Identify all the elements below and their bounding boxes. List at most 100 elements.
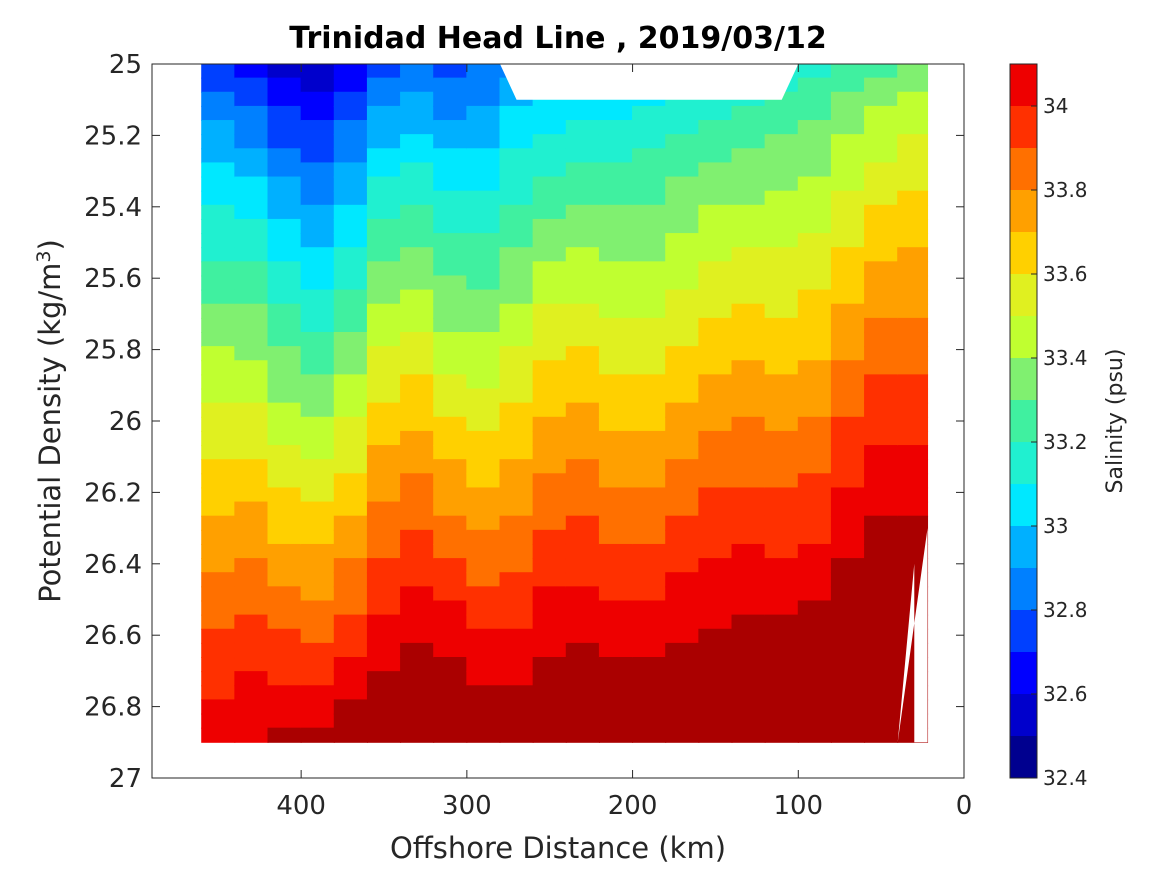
contour-cell <box>598 289 634 305</box>
contour-cell <box>267 572 302 588</box>
contour-cell <box>201 303 236 319</box>
contour-cell <box>333 685 368 701</box>
contour-cell <box>830 543 866 560</box>
contour-cell <box>300 91 335 107</box>
contour-cell <box>532 289 567 305</box>
contour-cell <box>731 671 766 687</box>
contour-cell <box>499 275 534 291</box>
contour-cell <box>764 374 799 390</box>
contour-cell <box>433 105 468 122</box>
contour-cell <box>764 727 799 743</box>
contour-cell <box>234 360 269 376</box>
contour-cell <box>764 657 799 673</box>
colorbar-ticks: 32.4 32.6 32.8 33 33.2 33.4 33.6 33.8 34 <box>1031 94 1088 790</box>
contour-cell <box>797 233 832 249</box>
contour-cell <box>234 275 269 291</box>
contour-cell <box>565 190 600 206</box>
contour-cell <box>333 473 368 489</box>
contour-cell <box>300 586 335 602</box>
contour-cell <box>764 430 799 447</box>
contour-cell <box>864 543 899 560</box>
contour-cell <box>632 402 667 418</box>
contour-cell <box>433 162 468 178</box>
contour-cell <box>532 529 567 545</box>
contour-cell <box>366 190 402 206</box>
contour-cell <box>864 120 899 136</box>
contour-cell <box>201 64 236 79</box>
contour-cell <box>433 416 468 432</box>
contour-cell <box>565 275 600 291</box>
contour-cell <box>499 727 534 743</box>
contour-cell <box>864 289 899 305</box>
contour-cell <box>598 459 634 475</box>
contour-cell <box>698 558 733 574</box>
contour-cell <box>731 642 766 659</box>
contour-cell <box>300 713 335 729</box>
contour-cell <box>698 628 733 644</box>
contour-cell <box>267 374 302 390</box>
contour-cell <box>499 162 534 178</box>
contour-cell <box>400 445 435 461</box>
contour-cell <box>201 430 236 447</box>
contour-cell <box>466 91 501 107</box>
contour-cell <box>400 275 435 291</box>
contour-cell <box>797 515 832 531</box>
contour-cell <box>665 275 700 291</box>
contour-cell <box>201 558 236 574</box>
contour-cell <box>632 374 667 390</box>
contour-cell <box>400 105 435 122</box>
contour-cell <box>466 331 501 348</box>
contour-cell <box>433 529 468 545</box>
contour-cell <box>400 515 435 531</box>
contour-cell <box>598 218 634 235</box>
contour-cell <box>632 218 667 235</box>
contour-cell <box>466 459 501 475</box>
contour-cell <box>366 275 402 291</box>
contour-cell <box>665 529 700 545</box>
contour-cell <box>532 360 567 376</box>
contour-cell <box>499 289 534 305</box>
contour-cell <box>466 699 501 715</box>
contour-cell <box>830 289 866 305</box>
contour-cell <box>532 727 567 743</box>
colorbar-swatch <box>1010 190 1037 232</box>
contour-cell <box>532 628 567 644</box>
colorbar-swatch <box>1010 568 1037 610</box>
contour-cell <box>234 64 269 79</box>
contour-cell <box>698 360 733 376</box>
contour-cell <box>300 120 335 136</box>
contour-cell <box>864 572 899 588</box>
contour-cell <box>698 204 733 220</box>
contour-cell <box>731 190 766 206</box>
contour-cell <box>400 360 435 376</box>
contour-cell <box>632 445 667 461</box>
contour-cell <box>764 713 799 729</box>
colorbar-tick-label: 34 <box>1043 94 1068 118</box>
contour-cell <box>565 501 600 517</box>
contour-cell <box>698 713 733 729</box>
contour-cell <box>234 671 269 687</box>
contour-cell <box>499 218 534 235</box>
contour-cell <box>598 430 634 447</box>
contour-cell <box>864 91 899 107</box>
contour-cell <box>532 176 567 192</box>
contour-cell <box>400 317 435 333</box>
contour-cell <box>897 317 929 333</box>
contour-cell <box>764 642 799 659</box>
contour-cell <box>433 91 468 107</box>
contour-cell <box>333 600 368 616</box>
contour-cell <box>234 402 269 418</box>
contour-cell <box>234 586 269 602</box>
contour-cell <box>665 162 700 178</box>
contour-cell <box>466 600 501 616</box>
contour-cell <box>201 600 236 616</box>
contour-cell <box>864 487 899 503</box>
contour-cell <box>234 218 269 235</box>
contour-cell <box>433 190 468 206</box>
contour-cell <box>267 77 302 93</box>
contour-cell <box>267 558 302 574</box>
contour-cell <box>698 685 733 701</box>
contour-cell <box>598 558 634 574</box>
y-tick-label: 26.2 <box>84 478 142 508</box>
contour-cell <box>797 685 832 701</box>
